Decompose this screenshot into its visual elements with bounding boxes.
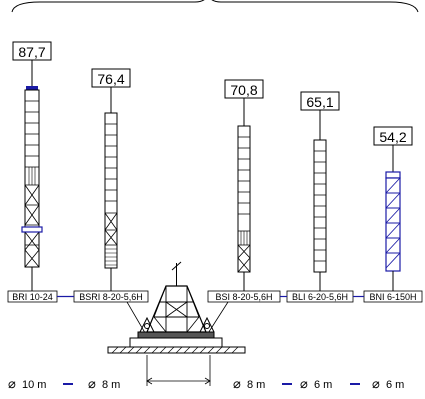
base-label-2: BSRI 8-20-5,6H: [73, 290, 149, 303]
height-value-2: 76,4: [97, 71, 124, 87]
svg-text:BSI 8-20-5,6H: BSI 8-20-5,6H: [215, 292, 272, 302]
section-symbol-5: ⌀: [372, 376, 380, 391]
section-size-5: 6 m: [386, 379, 404, 391]
tower-bni: 54,2: [373, 126, 413, 291]
svg-text:BNI 6-150H: BNI 6-150H: [369, 292, 416, 302]
section-legend: ⌀ 10 m ⌀ 8 m ⌀ 8 m ⌀ 6 m ⌀ 6 m: [8, 376, 404, 391]
base-label-3: BSI 8-20-5,6H: [207, 290, 281, 303]
top-brace: [11, 0, 419, 13]
tower-bli: 65,1: [300, 91, 340, 291]
base-label-1: BRI 10-24: [7, 290, 58, 303]
section-size-2: 8 m: [102, 379, 120, 391]
height-value-5: 54,2: [379, 129, 406, 145]
tower-bsi: 70,8: [224, 79, 264, 291]
dimension-line: [146, 355, 211, 386]
section-symbol-3: ⌀: [233, 376, 241, 391]
height-value-3: 70,8: [230, 82, 257, 98]
base-label-4: BLI 6-20-5,6H: [286, 290, 354, 303]
height-value-1: 87,7: [18, 44, 45, 60]
section-symbol-2: ⌀: [88, 376, 96, 391]
section-symbol-1: ⌀: [8, 376, 16, 391]
section-symbol-4: ⌀: [300, 376, 308, 391]
svg-text:BSRI 8-20-5,6H: BSRI 8-20-5,6H: [79, 292, 143, 302]
section-size-3: 8 m: [247, 379, 265, 391]
tower-bri: 87,7: [12, 41, 52, 291]
tower-bsri: 76,4: [91, 68, 131, 291]
height-value-4: 65,1: [306, 94, 333, 110]
base-label-5: BNI 6-150H: [363, 290, 423, 303]
section-size-1: 10 m: [22, 379, 46, 391]
svg-text:BLI 6-20-5,6H: BLI 6-20-5,6H: [292, 292, 348, 302]
base-structure: [107, 261, 246, 354]
svg-text:BRI 10-24: BRI 10-24: [12, 292, 53, 302]
section-size-4: 6 m: [314, 379, 332, 391]
